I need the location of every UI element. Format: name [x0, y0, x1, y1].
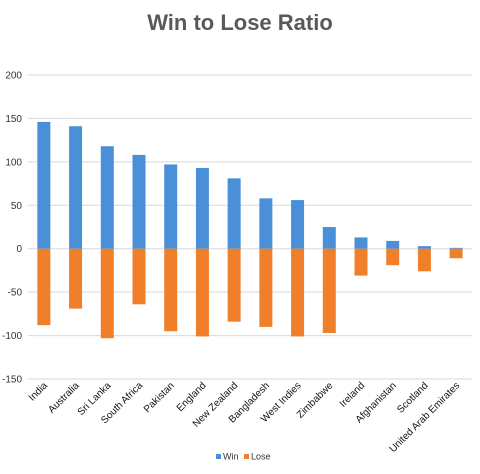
bar-win-sri-lanka — [101, 146, 114, 248]
bar-lose-pakistan — [164, 249, 177, 332]
y-tick-label: 0 — [16, 244, 22, 255]
x-tick-label: India — [27, 380, 50, 403]
bar-lose-scotland — [418, 249, 431, 272]
bar-lose-west-indies — [291, 249, 304, 337]
bar-win-south-africa — [133, 155, 146, 249]
legend-label-lose: Lose — [251, 452, 271, 462]
bar-win-bangladesh — [259, 198, 272, 248]
y-tick-label: 200 — [5, 71, 22, 82]
y-axis-ticks: 200 150 100 50 0 -50 -100 -150 — [2, 71, 22, 386]
y-tick-label: -100 — [2, 331, 22, 342]
bar-win-new-zealand — [228, 178, 241, 248]
legend-label-win: Win — [223, 452, 239, 462]
bar-lose-india — [37, 249, 50, 325]
bar-win-india — [37, 122, 50, 249]
bar-win-pakistan — [164, 164, 177, 248]
bar-lose-afghanistan — [386, 249, 399, 266]
legend-swatch-lose — [244, 454, 249, 459]
bar-win-united-arab-emirates — [450, 248, 463, 249]
bar-win-afghanistan — [386, 241, 399, 249]
bar-lose-bangladesh — [259, 249, 272, 327]
bar-win-australia — [69, 126, 82, 248]
bar-win-scotland — [418, 246, 431, 249]
x-tick-label: Ireland — [338, 380, 367, 409]
bars-layer — [37, 122, 462, 338]
bar-lose-australia — [69, 249, 82, 309]
bar-win-ireland — [355, 237, 368, 248]
y-tick-label: 100 — [5, 157, 22, 168]
y-tick-label: -50 — [8, 288, 23, 299]
bar-win-zimbabwe — [323, 227, 336, 249]
x-tick-label: Pakistan — [142, 380, 177, 415]
bar-lose-new-zealand — [228, 249, 241, 322]
bar-win-west-indies — [291, 200, 304, 249]
bar-lose-england — [196, 249, 209, 337]
chart-title: Win to Lose Ratio — [147, 10, 333, 35]
bar-lose-ireland — [355, 249, 368, 276]
bar-win-england — [196, 168, 209, 249]
y-tick-label: 50 — [11, 201, 23, 212]
bar-lose-united-arab-emirates — [450, 249, 463, 259]
legend-swatch-win — [216, 454, 221, 459]
bar-lose-sri-lanka — [101, 249, 114, 338]
legend: Win Lose — [216, 452, 271, 462]
grid-layer — [28, 75, 472, 379]
y-tick-label: 150 — [5, 114, 22, 125]
y-tick-label: -150 — [2, 375, 22, 386]
bar-lose-zimbabwe — [323, 249, 336, 333]
bar-lose-south-africa — [133, 249, 146, 305]
